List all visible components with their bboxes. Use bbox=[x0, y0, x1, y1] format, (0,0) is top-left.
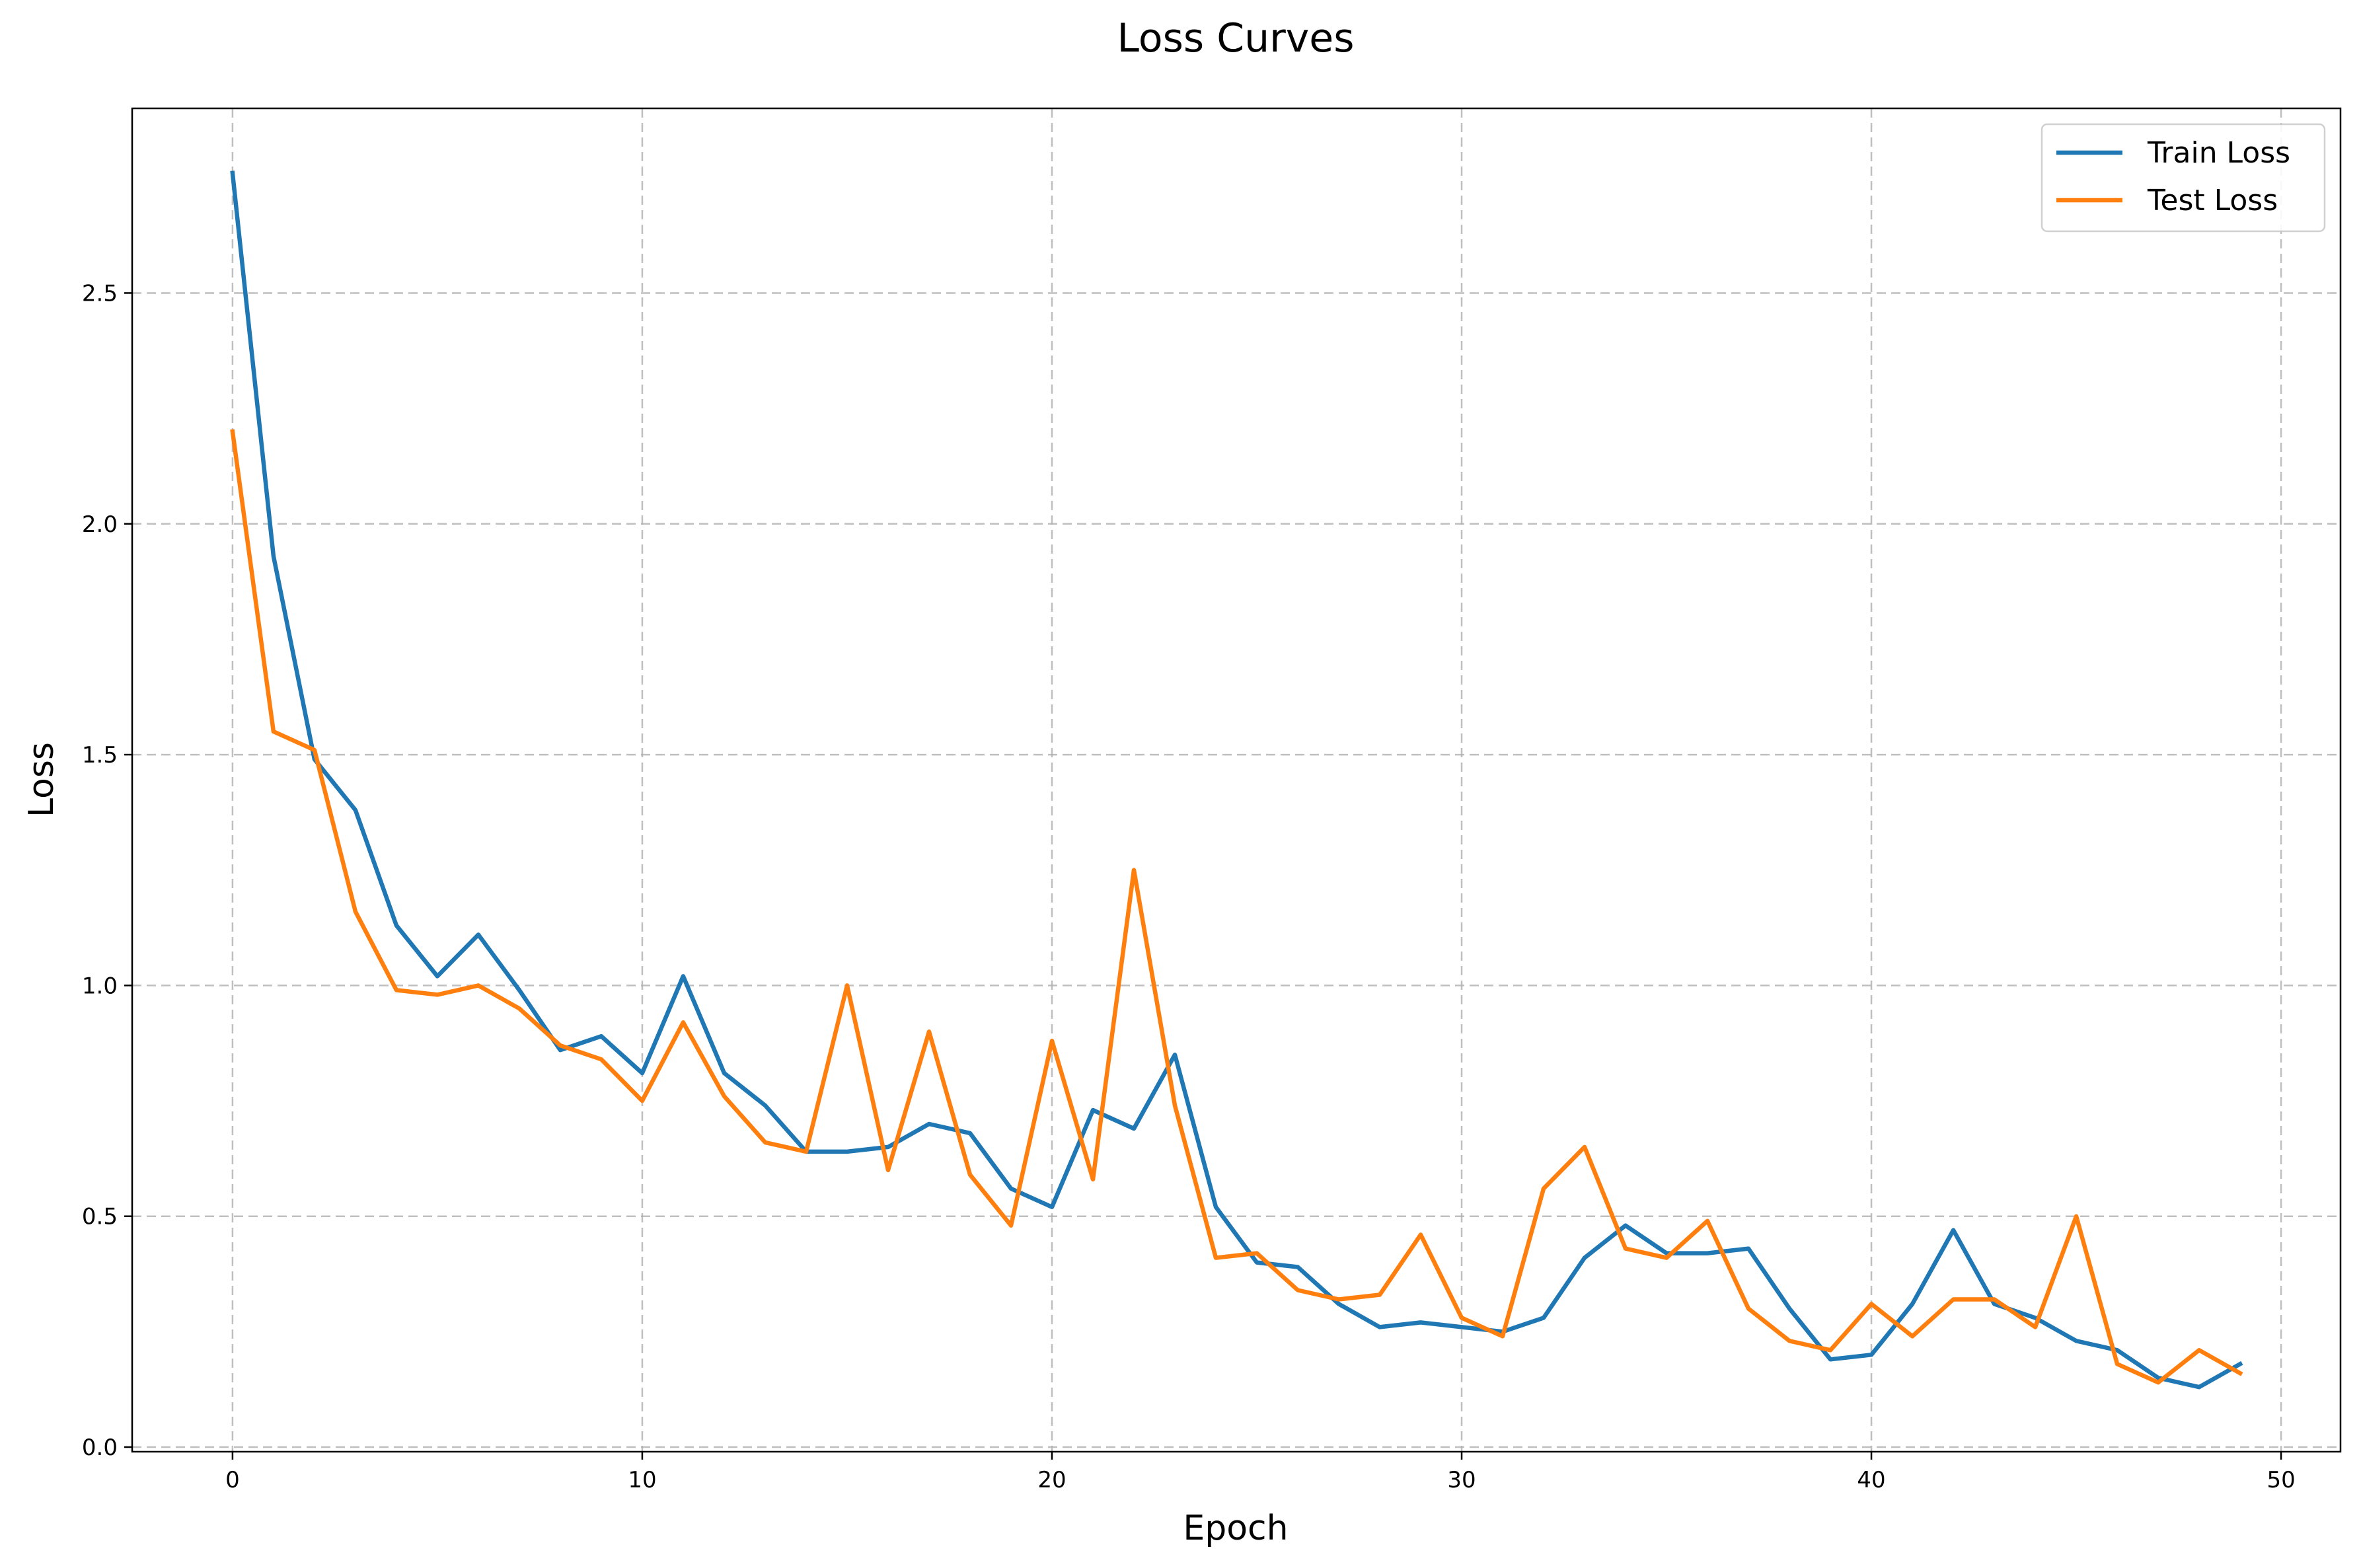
y-tick-label: 2.0 bbox=[82, 511, 118, 538]
x-tick-label: 50 bbox=[2266, 1467, 2295, 1493]
chart-title: Loss Curves bbox=[1117, 15, 1355, 61]
x-tick-label: 40 bbox=[1857, 1467, 1885, 1493]
y-tick-label: 1.5 bbox=[82, 742, 118, 768]
tick-layer: 0 10 20 30 40 50 0.0 0.5 1.0 1.5 2.0 2.5 bbox=[82, 280, 2296, 1493]
x-tick-label: 30 bbox=[1447, 1467, 1476, 1493]
y-tick-label: 2.5 bbox=[82, 280, 118, 307]
x-tick-label: 10 bbox=[628, 1467, 656, 1493]
x-axis-title: Epoch bbox=[1183, 1509, 1288, 1548]
y-tick-label: 1.0 bbox=[82, 973, 118, 999]
legend: Train Loss Test Loss bbox=[2041, 123, 2326, 233]
y-tick-label: 0.0 bbox=[82, 1435, 118, 1461]
series-layer bbox=[230, 170, 2243, 1390]
series-line-test-loss bbox=[230, 429, 2243, 1385]
x-tick-label: 20 bbox=[1037, 1467, 1066, 1493]
legend-label-test-loss: Test Loss bbox=[2147, 184, 2278, 217]
legend-label-train-loss: Train Loss bbox=[2147, 136, 2290, 170]
x-tick-label: 0 bbox=[225, 1467, 240, 1493]
y-axis-title: Loss bbox=[22, 742, 61, 817]
plot-frame bbox=[131, 107, 2342, 1453]
grid-layer bbox=[132, 108, 2340, 1452]
y-tick-label: 0.5 bbox=[82, 1204, 118, 1230]
series-line-train-loss bbox=[230, 170, 2243, 1390]
